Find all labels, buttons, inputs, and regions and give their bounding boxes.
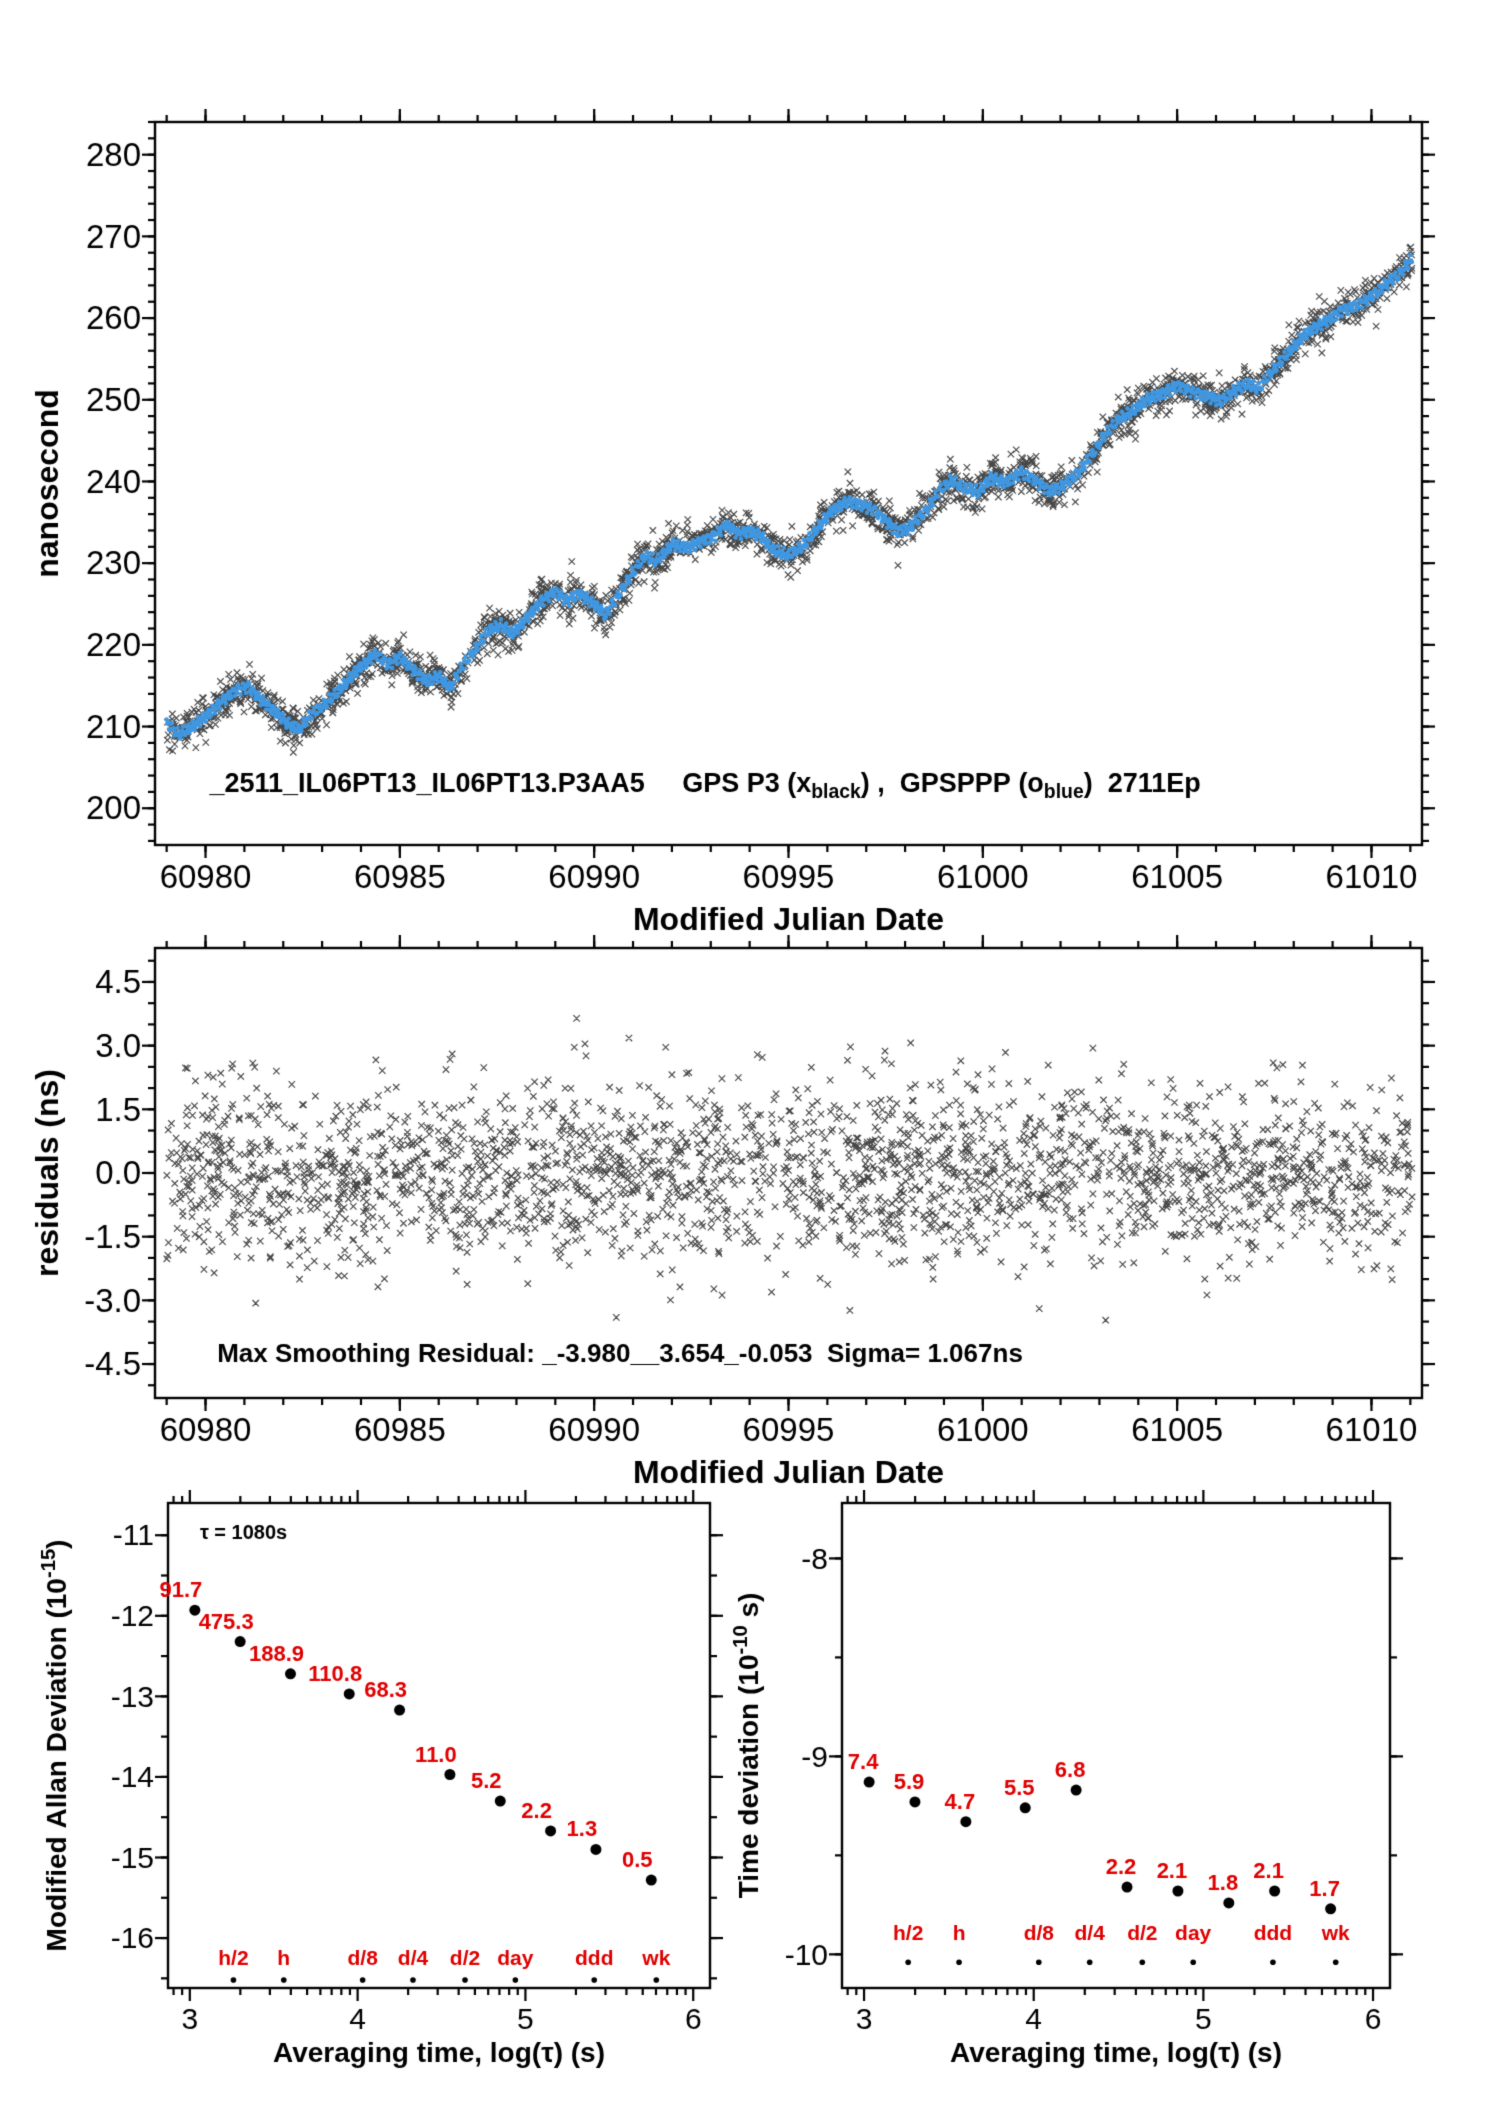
time-transfer-figure [0, 0, 1488, 2105]
chart-canvas [0, 0, 1488, 2105]
page-root: { "page": { "background": "#ffffff", "wi… [0, 0, 1488, 2105]
